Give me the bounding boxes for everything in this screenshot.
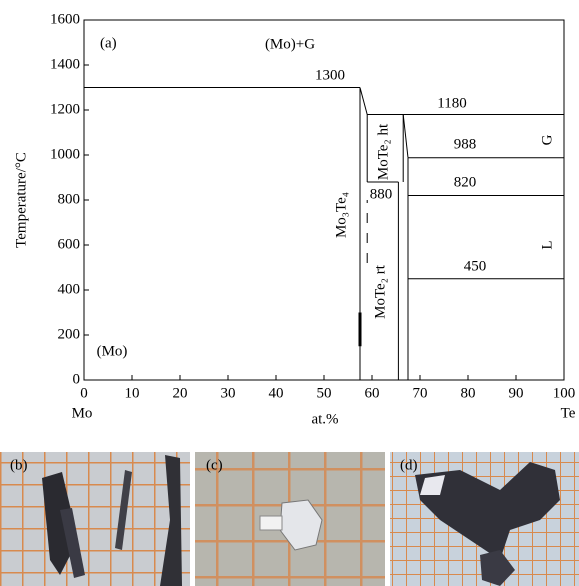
y-tick-label: 1600 [50,11,80,27]
y-tick-label: 600 [58,236,81,252]
temperature-label: 820 [454,174,477,190]
phase-boundary [360,88,367,115]
photo-c [195,452,385,586]
temperature-label: 988 [454,136,477,152]
x-tick-label: 0 [80,385,88,401]
x-axis-label: at.% [311,411,338,427]
y-tick-label: 400 [58,281,81,297]
y-tick-label: 800 [58,191,81,207]
x-tick-label: 30 [221,385,236,401]
photo-b [0,452,190,586]
region-label: L [539,240,555,249]
x-tick-label: 80 [461,385,476,401]
region-label: Mo₃Te₄ [333,192,349,238]
region-label: (Mo) [97,343,128,359]
y-tick-label: 0 [73,371,81,387]
x-tick-label: 40 [269,385,284,401]
x-tick-label: 100 [553,385,576,401]
region-label: G [539,134,555,145]
y-tick-label: 200 [58,326,81,342]
x-tick-label: 70 [413,385,428,401]
x-tick-label: 20 [173,385,188,401]
y-tick-label: 1400 [50,56,80,72]
x-tick-label: 90 [509,385,524,401]
y-tick-label: 1200 [50,101,80,117]
photo-label: (d) [400,457,418,473]
phase-boundary [403,115,408,158]
temperature-label: 1180 [437,95,466,111]
temperature-label: 1300 [315,67,345,83]
figure: (b) (c) (d) (a) Temperature/°C at.% Mo T… [0,0,579,586]
panel-label: (a) [100,35,117,51]
x-tick-label: 10 [125,385,140,401]
region-label: MoTe₂ rt [372,264,388,319]
y-tick-label: 1000 [50,146,80,162]
photo-label: (c) [206,457,223,473]
region-label: MoTe₂ ht [375,123,391,180]
temperature-label: 880 [370,186,393,202]
region-label: (Mo)+G [265,36,315,52]
x-tick-label: 60 [365,385,380,401]
x-left-label: Mo [72,405,93,421]
x-right-label: Te [561,405,576,421]
y-axis-label: Temperature/°C [13,152,29,248]
photo-d [390,452,579,586]
temperature-label: 450 [464,258,487,274]
x-tick-label: 50 [317,385,332,401]
photo-label: (b) [10,457,28,473]
